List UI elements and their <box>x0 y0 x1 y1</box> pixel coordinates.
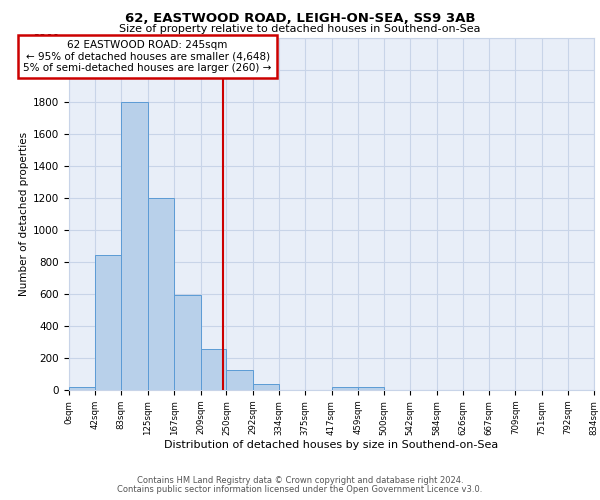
Bar <box>358 387 384 390</box>
Text: Contains public sector information licensed under the Open Government Licence v3: Contains public sector information licen… <box>118 484 482 494</box>
X-axis label: Distribution of detached houses by size in Southend-on-Sea: Distribution of detached houses by size … <box>164 440 499 450</box>
Bar <box>148 198 174 390</box>
Bar <box>253 384 279 390</box>
Text: Contains HM Land Registry data © Crown copyright and database right 2024.: Contains HM Land Registry data © Crown c… <box>137 476 463 485</box>
Bar <box>200 349 226 390</box>
Text: Size of property relative to detached houses in Southend-on-Sea: Size of property relative to detached ho… <box>119 24 481 34</box>
Bar <box>69 387 95 390</box>
Y-axis label: Number of detached properties: Number of detached properties <box>19 132 29 296</box>
Text: 62 EASTWOOD ROAD: 245sqm
← 95% of detached houses are smaller (4,648)
5% of semi: 62 EASTWOOD ROAD: 245sqm ← 95% of detach… <box>23 40 272 73</box>
Text: 62, EASTWOOD ROAD, LEIGH-ON-SEA, SS9 3AB: 62, EASTWOOD ROAD, LEIGH-ON-SEA, SS9 3AB <box>125 12 475 26</box>
Bar <box>174 296 200 390</box>
Bar <box>331 387 358 390</box>
Bar <box>95 256 121 390</box>
Bar <box>226 370 253 390</box>
Bar <box>121 102 148 390</box>
